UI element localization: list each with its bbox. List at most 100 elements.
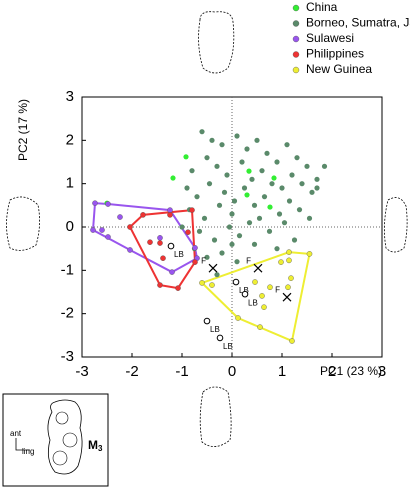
- point: [179, 224, 185, 230]
- point: [211, 237, 218, 243]
- legend-marker: [292, 20, 300, 27]
- point: [294, 155, 300, 161]
- point: [286, 198, 293, 204]
- point: [209, 137, 215, 143]
- point: [264, 150, 270, 156]
- point: [157, 235, 163, 241]
- point: [192, 244, 198, 251]
- point: [289, 338, 295, 344]
- point: [279, 185, 285, 191]
- point: [219, 142, 225, 148]
- fossil-cross: [253, 263, 263, 273]
- fossil-point: [167, 242, 175, 250]
- fossil-point: [216, 334, 224, 342]
- y-tick-label: -1: [61, 261, 74, 278]
- point: [167, 212, 173, 218]
- point: [157, 282, 163, 288]
- point: [244, 146, 250, 152]
- point: [206, 181, 213, 187]
- point: [321, 163, 328, 169]
- point: [252, 279, 258, 285]
- point: [259, 293, 265, 299]
- point: [194, 194, 200, 200]
- legend-marker: [292, 51, 300, 58]
- point: [271, 175, 277, 181]
- point-label: F: [246, 256, 251, 265]
- point: [199, 280, 205, 286]
- point: [147, 239, 153, 245]
- group-hull: [200, 251, 311, 343]
- point: [226, 224, 233, 230]
- point: [244, 192, 250, 198]
- point: [140, 212, 146, 218]
- point: [169, 269, 175, 275]
- tooth-letter: M: [88, 438, 98, 452]
- point: [216, 202, 223, 208]
- y-tick-label: 3: [66, 88, 74, 105]
- point-label: F: [275, 285, 280, 294]
- point: [257, 324, 263, 330]
- point: [306, 251, 313, 257]
- point: [170, 175, 176, 181]
- point: [127, 224, 133, 230]
- inset-tooth: [47, 399, 83, 475]
- legend-label: Sulawesi: [306, 31, 354, 45]
- point: [221, 189, 228, 195]
- point: [219, 250, 225, 256]
- point: [92, 200, 98, 206]
- tooth-outline-right: [384, 197, 408, 253]
- point: [201, 215, 208, 221]
- point: [261, 304, 267, 310]
- point: [256, 215, 263, 221]
- point: [267, 284, 273, 291]
- point: [105, 234, 111, 240]
- point: [251, 202, 258, 208]
- point: [304, 163, 310, 169]
- fossil-point: [241, 290, 249, 298]
- group-hull: [128, 209, 197, 290]
- inset-box: [2, 393, 109, 487]
- legend-marker: [292, 35, 300, 43]
- legend-label: Borneo, Sumatra, Java: [306, 16, 410, 30]
- point: [278, 259, 284, 265]
- y-tick-label: 1: [66, 175, 74, 192]
- point: [214, 272, 220, 278]
- fossil-cross: [282, 292, 292, 302]
- point: [286, 249, 292, 255]
- tooth-outline-top: [198, 11, 235, 74]
- point-label: LB: [248, 298, 258, 307]
- point: [157, 240, 163, 246]
- point: [189, 207, 195, 213]
- legend-label: New Guinea: [306, 62, 372, 76]
- point: [99, 227, 105, 233]
- point: [314, 185, 320, 191]
- point: [241, 185, 248, 191]
- point: [289, 172, 295, 178]
- point: [254, 137, 260, 143]
- x-tick-label: 1: [278, 363, 286, 380]
- point: [299, 181, 305, 187]
- x-tick-label: -3: [75, 363, 88, 380]
- fossil-point: [232, 278, 240, 286]
- inset-cusp: [55, 411, 69, 425]
- tooth-outline-bottom: [199, 386, 232, 447]
- fossil-cross: [208, 263, 218, 273]
- point: [204, 254, 210, 260]
- fossil-point: [203, 317, 211, 325]
- point: [286, 257, 292, 264]
- point: [267, 204, 273, 210]
- x-axis-label: PC1 (23 %): [320, 364, 382, 378]
- point: [249, 176, 255, 182]
- point: [229, 241, 235, 247]
- point: [288, 275, 294, 281]
- point: [251, 241, 258, 247]
- point: [127, 247, 133, 253]
- point-label: LB: [223, 342, 233, 351]
- point: [284, 142, 290, 148]
- point: [236, 233, 243, 239]
- point: [189, 168, 195, 174]
- point: [246, 168, 252, 174]
- point: [192, 259, 198, 265]
- point-label: LB: [210, 325, 220, 334]
